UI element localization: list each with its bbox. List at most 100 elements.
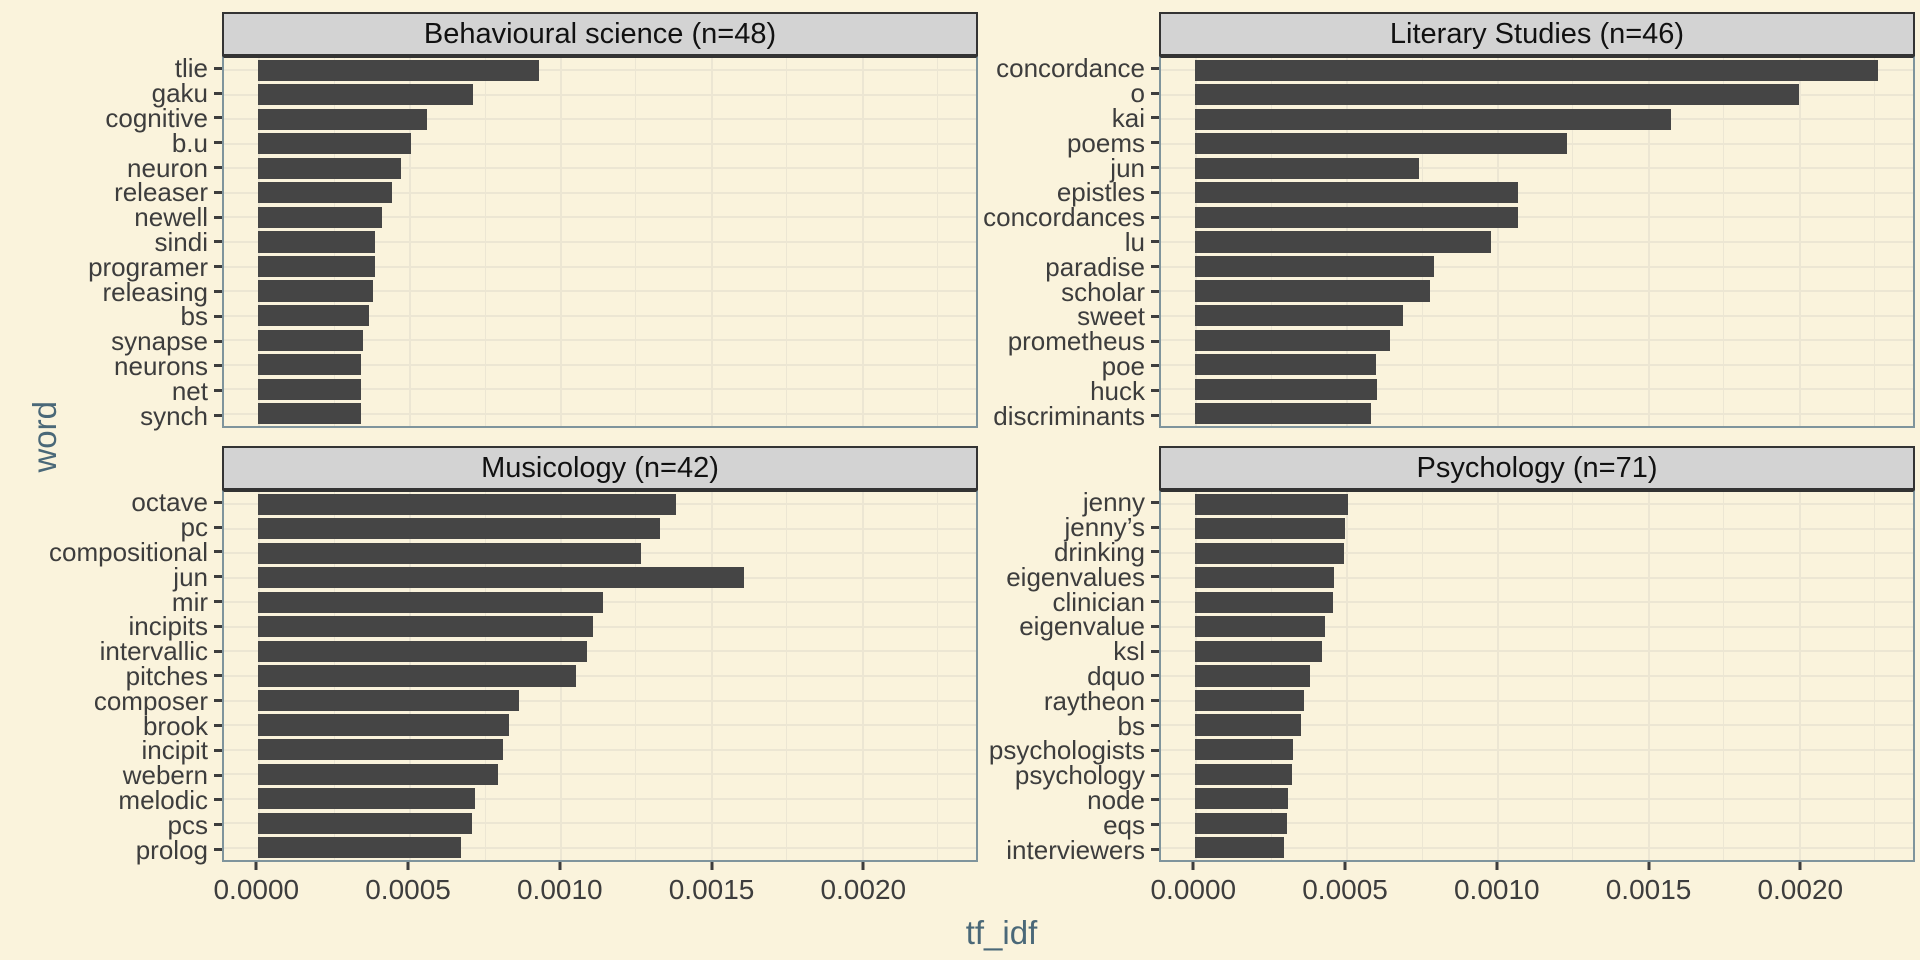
bar <box>258 182 392 204</box>
panel-psychology <box>1159 490 1915 862</box>
bar <box>1195 84 1799 106</box>
y-label-row: programer <box>88 254 222 280</box>
x-tick-label: 0.0000 <box>1150 874 1237 905</box>
y-label-row: psychologists <box>978 735 1159 766</box>
bar <box>1195 616 1325 638</box>
y-label-row: pc <box>88 514 222 540</box>
x-tick-mark <box>861 862 865 870</box>
y-tick-label: net <box>171 375 208 406</box>
y-tick-label: poems <box>1066 127 1145 158</box>
facet-strip-psychology: Psychology (n=71) <box>1159 446 1915 490</box>
y-tick-label: sindi <box>154 226 208 257</box>
y-tick-mark <box>214 240 222 244</box>
horizontal-gridline <box>1161 846 1913 849</box>
y-label-row: composer <box>88 688 222 714</box>
bar <box>1195 542 1344 564</box>
y-tick-mark <box>214 414 222 418</box>
y-label-row: mir <box>88 589 222 615</box>
y-tick-label: intervallic <box>99 636 208 667</box>
y-label-row: compositional <box>49 539 222 565</box>
y-tick-mark <box>214 91 222 95</box>
bar <box>1195 108 1671 130</box>
y-tick-mark <box>1151 848 1159 852</box>
y-axis-labels-behavioural-science: tlie gaku cognitive b.u neuron releaser newell… <box>88 55 222 429</box>
bar-row <box>224 83 976 108</box>
y-label-row: newell <box>88 204 222 230</box>
y-tick-mark <box>1151 798 1159 802</box>
horizontal-gridline <box>224 412 976 415</box>
y-tick-label: octave <box>131 487 208 518</box>
bar-rows <box>1161 58 1913 426</box>
y-label-row: dquo <box>978 663 1159 689</box>
horizontal-gridline <box>1161 412 1913 415</box>
x-tick-label: 0.0020 <box>820 874 907 905</box>
bar-row <box>224 811 976 836</box>
y-tick-label: bs <box>180 301 208 332</box>
y-tick-label: psychologists <box>988 735 1145 766</box>
y-label-row: synapse <box>88 328 222 354</box>
y-tick-label: ksl <box>1113 636 1145 667</box>
y-tick-label: releasing <box>102 276 208 307</box>
horizontal-gridline <box>1161 601 1913 604</box>
y-tick-label: huck <box>1090 375 1145 406</box>
x-tick-label: 0.0010 <box>516 874 603 905</box>
x-axis-title: tf_idf <box>965 914 1038 951</box>
y-label-row: net <box>88 375 222 406</box>
bar <box>1195 763 1292 785</box>
y-tick-label: discriminants <box>993 400 1145 431</box>
horizontal-gridline <box>1161 724 1913 727</box>
y-tick-mark <box>214 265 222 269</box>
bar <box>1195 739 1293 761</box>
y-axis-labels-literary-studies: concordance o kai poems jun epistles concordan… <box>978 55 1159 431</box>
horizontal-gridline <box>224 314 976 317</box>
bar <box>258 640 587 662</box>
bar <box>1195 305 1403 327</box>
y-tick-label: melodic <box>118 784 208 815</box>
bar-row <box>1161 181 1913 206</box>
y-tick-label: cognitive <box>105 103 208 133</box>
y-label-row: discriminants <box>978 400 1159 431</box>
horizontal-gridline <box>1161 265 1913 268</box>
y-label-row: eigenvalues <box>978 564 1159 590</box>
y-tick-mark <box>1151 500 1159 504</box>
y-label-row: scholar <box>978 279 1159 305</box>
y-label-row: sweet <box>978 303 1159 329</box>
y-tick-mark <box>1151 265 1159 269</box>
y-tick-mark <box>1151 773 1159 777</box>
y-tick-label: o <box>1130 78 1145 109</box>
bar <box>1195 689 1305 712</box>
bar <box>1195 280 1431 302</box>
y-label-row: incipit <box>88 737 222 763</box>
bar-row <box>1161 566 1913 591</box>
horizontal-gridline <box>224 748 976 751</box>
y-tick-mark <box>1151 290 1159 294</box>
bar <box>258 59 539 81</box>
bar-row <box>1161 58 1913 83</box>
y-label-row: eqs <box>978 812 1159 838</box>
x-axis-right-column: 0.0000 0.0005 0.0010 0.0015 0.0020 <box>1150 862 1915 912</box>
y-tick-mark <box>214 624 222 628</box>
x-tick-label: 0.0000 <box>213 874 300 905</box>
horizontal-gridline <box>1161 674 1913 677</box>
bar <box>258 763 499 785</box>
bar-row <box>1161 156 1913 181</box>
y-tick-label: b.u <box>171 127 208 158</box>
bar <box>1195 182 1519 204</box>
y-tick-mark <box>214 674 222 678</box>
bar-row <box>1161 664 1913 689</box>
y-label-row: poe <box>978 353 1159 379</box>
horizontal-gridline <box>224 674 976 677</box>
y-label-row: eigenvalue <box>978 613 1159 639</box>
bar-row <box>224 279 976 304</box>
y-tick-mark <box>1151 116 1159 120</box>
y-label-row: kai <box>978 105 1159 131</box>
bar <box>1195 640 1322 662</box>
bar-row <box>1161 737 1913 762</box>
x-tick-label: 0.0015 <box>1605 874 1692 905</box>
y-tick-label: psychology <box>1014 760 1145 791</box>
bar-row <box>1161 279 1913 304</box>
bar-row <box>224 541 976 566</box>
y-tick-mark <box>1151 674 1159 678</box>
y-tick-mark <box>1151 141 1159 145</box>
facet-title: Musicology (n=42) <box>481 451 719 484</box>
